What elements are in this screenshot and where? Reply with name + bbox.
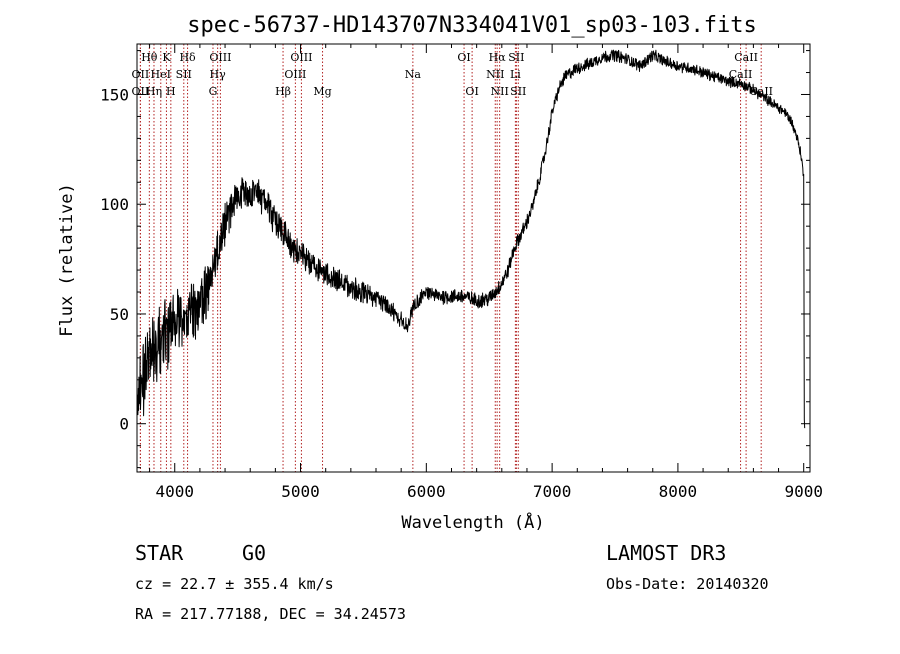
line-marker-label-8: Hδ xyxy=(179,51,196,64)
y-axis-label: Flux (relative) xyxy=(57,183,77,337)
line-marker-label-16: Na xyxy=(405,68,422,81)
x-tick-label-1: 5000 xyxy=(281,482,320,501)
x-tick-label-0: 4000 xyxy=(155,482,194,501)
line-marker-label-6: H xyxy=(166,85,176,98)
line-marker-label-5: K xyxy=(162,51,171,64)
x-tick-label-5: 9000 xyxy=(784,482,823,501)
line-marker-label-21: NII xyxy=(491,85,509,98)
chart-title: spec-56737-HD143707N334041V01_sp03-103.f… xyxy=(187,13,757,38)
line-marker-label-24: SII xyxy=(510,85,526,98)
line-marker-label-20: NII xyxy=(486,68,504,81)
line-marker-label-27: CaII xyxy=(749,85,773,98)
redshift-value: cz = 22.7 ± 355.4 km/s xyxy=(135,575,334,593)
x-tick-label-3: 7000 xyxy=(533,482,572,501)
line-marker-label-2: OII xyxy=(132,85,150,98)
y-tick-label-1: 50 xyxy=(110,305,129,324)
y-tick-label-0: 0 xyxy=(119,415,129,434)
line-marker-label-12: Hβ xyxy=(275,85,291,98)
plot-frame xyxy=(136,43,811,473)
axis-ticks: 4000 5000 6000 7000 8000 9000 0 50 100 150 xyxy=(100,44,823,501)
line-marker-label-15: Mg xyxy=(313,85,331,98)
line-marker-label-4: HeI xyxy=(151,68,171,81)
y-tick-label-3: 150 xyxy=(100,85,129,104)
line-marker-label-11: G xyxy=(209,85,218,98)
observation-date: Obs-Date: 20140320 xyxy=(606,575,769,593)
coordinates: RA = 217.77188, DEC = 34.24573 xyxy=(135,605,406,623)
y-tick-label-2: 100 xyxy=(100,195,129,214)
line-marker-label-23: Li xyxy=(510,68,521,81)
x-tick-label-4: 8000 xyxy=(659,482,698,501)
line-marker-label-26: CaII xyxy=(729,68,753,81)
line-marker-label-3: Hη xyxy=(146,85,162,98)
x-axis-label: Wavelength (Å) xyxy=(401,511,544,533)
line-marker-label-22: SII xyxy=(508,51,524,64)
line-markers xyxy=(139,44,762,472)
line-marker-label-7: SII xyxy=(176,68,192,81)
line-marker-label-0: Hθ xyxy=(141,51,158,64)
x-tick-label-2: 6000 xyxy=(407,482,446,501)
spectrum-series xyxy=(136,49,806,429)
object-class: STAR xyxy=(135,541,184,565)
line-marker-label-10: Hγ xyxy=(210,68,227,81)
line-marker-label-18: OI xyxy=(465,85,478,98)
line-marker-label-13: OIII xyxy=(290,51,312,64)
object-subclass: G0 xyxy=(242,541,266,565)
line-marker-label-1: OII xyxy=(132,68,150,81)
line-marker-label-9: OIII xyxy=(209,51,231,64)
line-marker-label-14: OIII xyxy=(284,68,306,81)
survey-name: LAMOST DR3 xyxy=(606,541,726,565)
spectrum-line xyxy=(136,49,806,429)
line-marker-label-17: OI xyxy=(457,51,470,64)
line-marker-label-19: Hα xyxy=(489,51,507,64)
line-marker-label-25: CaII xyxy=(734,51,758,64)
